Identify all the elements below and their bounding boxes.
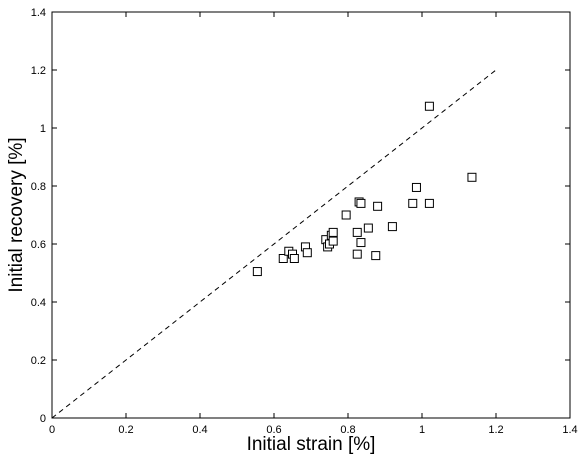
data-point — [387, 222, 397, 232]
y-axis-label: Initial recovery [%] — [6, 137, 27, 292]
y-tick-label: 0.2 — [31, 355, 46, 367]
data-point — [328, 236, 338, 246]
y-tick-label: 0.6 — [31, 239, 46, 251]
data-point — [408, 198, 418, 208]
x-axis-label: Initial strain [%] — [247, 434, 376, 455]
y-tick-label: 1.4 — [31, 7, 46, 19]
data-point — [467, 172, 477, 182]
reference-line-layer — [51, 69, 497, 419]
data-point — [278, 254, 288, 263]
x-tick-label: 0.8 — [340, 424, 355, 436]
data-point — [371, 251, 381, 261]
x-axis-ticks: 0 0.2 0.4 0.6 0.8 1 1.2 1.4 — [49, 12, 578, 436]
x-tick-label: 0.2 — [118, 424, 133, 436]
data-point — [352, 249, 362, 259]
data-point — [352, 227, 362, 237]
data-point — [424, 101, 434, 111]
x-tick-label: 0.6 — [266, 424, 281, 436]
x-tick-label: 0 — [49, 424, 55, 436]
y-tick-label: 0.8 — [31, 181, 46, 193]
data-point — [411, 182, 421, 192]
data-point — [252, 267, 262, 277]
data-point — [328, 227, 338, 237]
data-markers — [252, 101, 477, 277]
x-tick-label: 1.4 — [562, 424, 577, 436]
data-point — [302, 248, 312, 258]
x-tick-label: 1.2 — [488, 424, 503, 436]
data-point — [363, 223, 373, 233]
data-point — [424, 198, 434, 208]
y-tick-label: 0 — [40, 413, 46, 425]
data-point — [356, 238, 366, 248]
reference-line — [51, 69, 497, 419]
x-tick-label: 1 — [419, 424, 425, 436]
x-tick-label: 0.4 — [192, 424, 207, 436]
data-point — [341, 210, 351, 220]
plot-frame — [51, 11, 571, 419]
y-tick-label: 1.2 — [31, 65, 46, 77]
data-point — [356, 198, 366, 208]
y-axis-ticks: 0 0.2 0.4 0.6 0.8 1 1.2 1.4 — [31, 7, 570, 425]
data-point — [289, 254, 299, 263]
y-tick-label: 1 — [40, 123, 46, 135]
y-tick-label: 0.4 — [31, 297, 46, 309]
data-point — [373, 201, 383, 211]
